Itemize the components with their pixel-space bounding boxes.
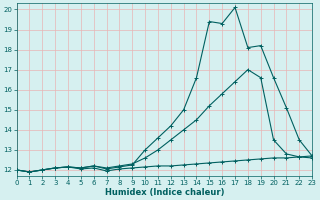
X-axis label: Humidex (Indice chaleur): Humidex (Indice chaleur) xyxy=(105,188,224,197)
